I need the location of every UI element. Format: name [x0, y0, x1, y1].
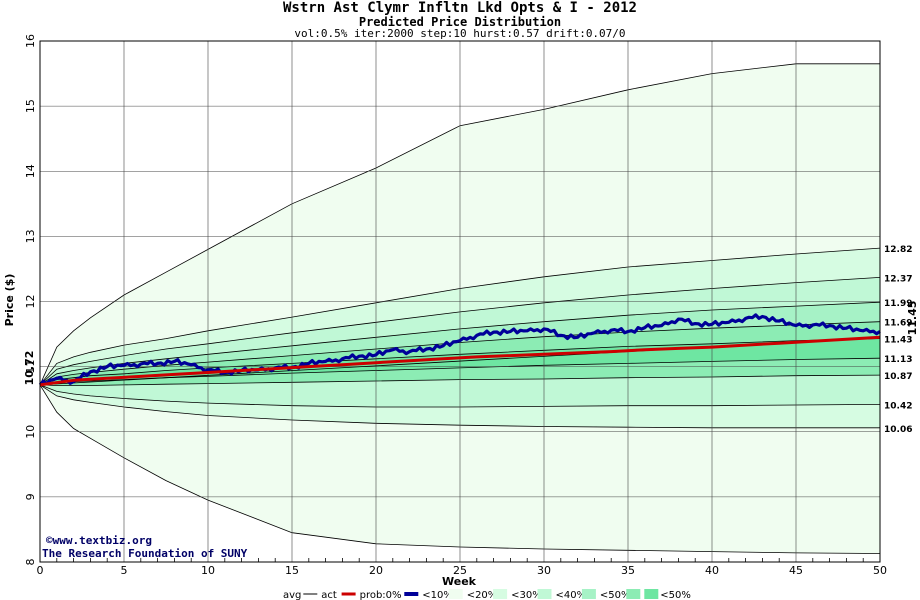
legend-swatch-5 — [537, 589, 552, 599]
chart-title: Wstrn Ast Clymr Infltn Lkd Opts & I - 20… — [282, 0, 637, 16]
right-label-8: 10.06 — [884, 425, 912, 435]
plot-frame — [39, 40, 881, 563]
right-label-6: 10.87 — [884, 372, 912, 382]
simulation-parameters: vol:0.5% iter:2000 step:10 hurst:0.57 dr… — [294, 27, 626, 40]
right-label-4: 11.43 — [884, 336, 912, 346]
right-label-2: 11.99 — [884, 299, 912, 309]
credit-organization: The Research Foundation of SUNY — [42, 547, 248, 560]
x-tick-label-25: 25 — [453, 564, 467, 577]
start-price-label: 10.72 — [23, 351, 36, 386]
legend-label-3: <10% — [422, 590, 453, 600]
right-label-1: 12.37 — [884, 274, 912, 284]
y-axis-label: Price ($) — [3, 274, 16, 327]
legend-label-7: <50% — [600, 590, 631, 600]
y-tick-label-16: 16 — [24, 34, 37, 48]
y-tick-label-14: 14 — [24, 164, 37, 178]
right-label-3: 11.69 — [884, 319, 912, 329]
x-axis-label: Week — [442, 575, 477, 588]
y-tick-label-8: 8 — [24, 559, 37, 566]
right-label-0: 12.82 — [884, 245, 912, 255]
x-tick-label-40: 40 — [705, 564, 719, 577]
y-tick-label-13: 13 — [24, 229, 37, 243]
legend-swatch-50 — [644, 589, 659, 599]
x-tick-label-0: 0 — [37, 564, 44, 577]
legend-label-1: act — [321, 590, 337, 600]
tick-labels: 0 5 10 15 20 25 30 35 40 45 50 8 9 10 11 12 13 14 15 16 12.8… — [24, 34, 912, 577]
series-prob — [38, 313, 881, 386]
x-tick-label-20: 20 — [369, 564, 383, 577]
y-tick-label-10: 10 — [24, 425, 37, 439]
x-tick-label-10: 10 — [201, 564, 215, 577]
legend-label-50: <50% — [660, 590, 691, 600]
right-label-7: 10.42 — [884, 401, 912, 411]
legend-swatch-6 — [581, 589, 596, 599]
x-tick-label-30: 30 — [537, 564, 551, 577]
legend-label-0: avg — [283, 590, 301, 600]
credit-site: www.textbiz.org — [53, 534, 152, 547]
end-price-label: 11.45 — [906, 301, 919, 336]
x-tick-label-45: 45 — [789, 564, 803, 577]
legend-label-2: prob:0% — [360, 590, 402, 600]
legend-swatch-4 — [493, 589, 508, 599]
series-act — [39, 335, 881, 387]
legend-swatch-7 — [626, 589, 641, 599]
legend-swatch-3 — [448, 589, 463, 599]
x-tick-label-15: 15 — [285, 564, 299, 577]
legend-label-5: <30% — [511, 590, 542, 600]
data-series — [38, 313, 881, 387]
x-tick-label-50: 50 — [873, 564, 887, 577]
legend-label-6: <40% — [556, 590, 587, 600]
x-tick-label-5: 5 — [121, 564, 128, 577]
copyright-credit: ©www.textbiz.org — [46, 534, 152, 547]
chart-legend: avg act prob:0% <10% <20% <30% <40% <50% <50% — [283, 589, 691, 600]
y-tick-label-11: 11 — [24, 360, 37, 374]
y-tick-label-15: 15 — [24, 99, 37, 113]
y-tick-label-9: 9 — [24, 493, 37, 500]
y-tick-label-12: 12 — [24, 295, 37, 309]
right-label-5: 11.13 — [884, 355, 912, 365]
chart-subtitle: Predicted Price Distribution — [358, 15, 562, 29]
axes — [39, 40, 881, 563]
legend-label-4: <20% — [467, 590, 498, 600]
x-tick-label-35: 35 — [621, 564, 635, 577]
